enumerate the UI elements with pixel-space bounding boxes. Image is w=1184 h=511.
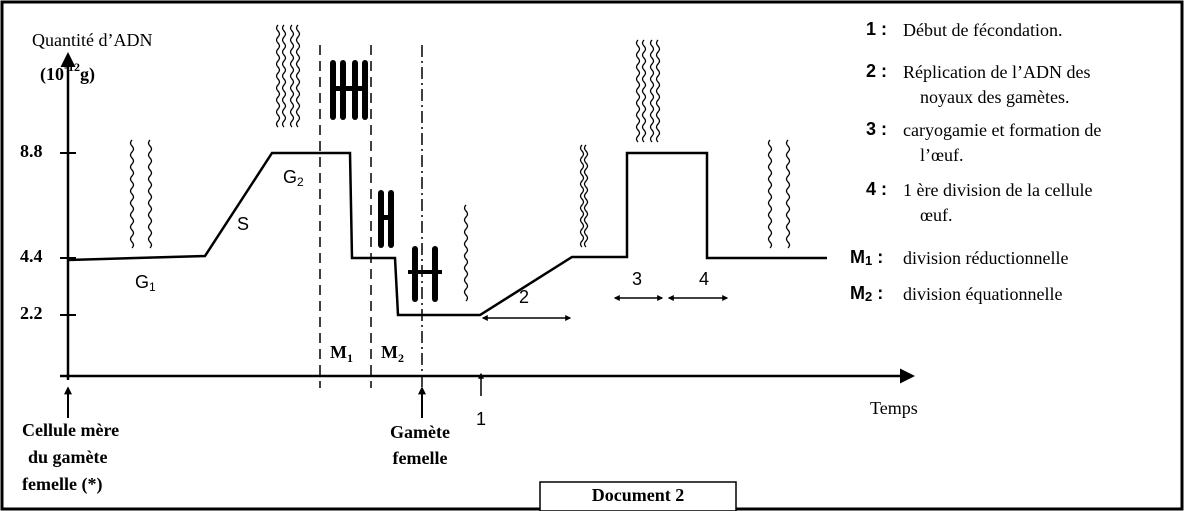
y-tick-label: 8.8 [20, 141, 43, 161]
legend-text: œuf. [920, 205, 953, 225]
marker-text: femelle (*) [22, 474, 102, 495]
phase-letter: M [330, 342, 347, 362]
phase-label: G2 [283, 167, 304, 189]
chromosome-icon [767, 139, 773, 249]
legend-text: Début de fécondation. [903, 20, 1062, 40]
key-sub: 2 [865, 289, 872, 304]
legend-text: caryogamie et formation de [903, 120, 1101, 140]
interval-label: 1 [476, 409, 486, 429]
unit-suffix: g) [80, 64, 95, 85]
legend-text: division équationnelle [903, 284, 1062, 304]
legend-key: M2 : [850, 283, 883, 305]
phase-label: M2 [381, 342, 404, 365]
chromosome-icon [785, 139, 791, 249]
x-axis-label: Temps [870, 398, 918, 418]
phase-letter: G [283, 167, 297, 187]
chromosome-icon [655, 39, 661, 143]
chromosome-icon [281, 24, 287, 128]
legend-text: 1 ère division de la cellule [903, 180, 1092, 200]
legend-text: Réplication de l’ADN des [903, 62, 1090, 82]
interval-label: 4 [699, 269, 709, 289]
chromosome-icon [295, 24, 301, 128]
phase-label: S [237, 214, 249, 234]
phase-letter: G [135, 272, 149, 292]
legend-text: noyaux des gamètes. [920, 87, 1069, 107]
chromosome-icon [635, 39, 641, 143]
y-axis-label: Quantité d’ADN [32, 30, 152, 50]
phase-label: G1 [135, 272, 156, 294]
phase-sub: 1 [347, 351, 353, 365]
chromosome-icon [649, 39, 655, 143]
marker-text: du gamète [28, 447, 108, 467]
chromosome-icon [463, 204, 469, 302]
marker-text: Gamète [390, 422, 450, 442]
legend-key: 3 : [866, 119, 887, 139]
phase-label: M1 [330, 342, 353, 365]
y-axis-unit: (10-12g) [40, 60, 95, 85]
chromosome-icon [275, 24, 281, 128]
key-letter: M [850, 283, 865, 303]
legend-text: l’œuf. [920, 145, 964, 165]
key-suffix: : [872, 247, 883, 267]
marker-text: Cellule mère [22, 420, 119, 440]
phase-sub: 2 [398, 351, 404, 365]
chromosome-icon [641, 39, 647, 143]
legend-key: M1 : [850, 247, 883, 269]
legend-key: 4 : [866, 179, 887, 199]
chromosome-icon [129, 139, 135, 249]
chromosome-icon [289, 24, 295, 128]
key-sub: 1 [865, 253, 872, 268]
marker-text: femelle [393, 448, 448, 468]
dna-curve [67, 151, 827, 317]
caption: Document 2 [592, 485, 685, 505]
legend: 1 : Début de fécondation. 2 : Réplicatio… [850, 19, 1101, 305]
y-tick-label: 2.2 [20, 303, 43, 323]
legend-key: 2 : [866, 61, 887, 81]
chromosome-icon [147, 139, 153, 249]
y-tick-label: 4.4 [20, 246, 43, 266]
unit-exponent: -12 [64, 60, 80, 74]
phase-sub: 2 [297, 175, 304, 189]
phase-sub: 1 [149, 280, 156, 294]
chromosome-icon [579, 144, 585, 248]
key-letter: M [850, 247, 865, 267]
chromosome-icons [330, 60, 442, 302]
chromosome-icon [583, 144, 589, 248]
legend-text: division réductionnelle [903, 248, 1068, 268]
key-suffix: : [872, 283, 883, 303]
interval-label: 2 [519, 287, 529, 307]
legend-key: 1 : [866, 19, 887, 39]
unit-prefix: (10 [40, 64, 64, 85]
caption-box [539, 481, 737, 511]
phase-letter: M [381, 342, 398, 362]
interval-label: 3 [632, 269, 642, 289]
